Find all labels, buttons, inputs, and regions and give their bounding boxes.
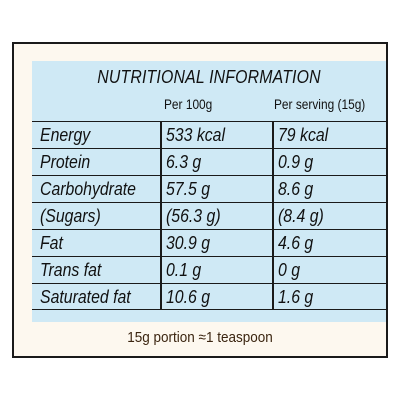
table-row: (Sugars) (56.3 g) (8.4 g)	[32, 202, 386, 229]
per-serving-value: (8.4 g)	[278, 206, 324, 226]
nutrient-grid: Energy 533 kcal 79 kcal Protein 6.3 g 0.…	[32, 121, 386, 311]
portion-note: 15g portion ≈1 teaspoon	[127, 329, 273, 346]
nutrient-label: Protein	[40, 152, 91, 172]
per-100g-value: 10.6 g	[166, 287, 211, 307]
column-header-per-100g: Per 100g	[164, 96, 213, 112]
per-serving-value: 79 kcal	[278, 125, 329, 145]
table-row: Saturated fat 10.6 g 1.6 g	[32, 283, 386, 310]
nutrient-label: Carbohydrate	[40, 179, 136, 199]
per-100g-value: (56.3 g)	[166, 206, 221, 226]
table-title: NUTRITIONAL INFORMATION	[97, 67, 321, 87]
per-100g-value: 30.9 g	[166, 233, 211, 253]
column-header-per-serving: Per serving (15g)	[274, 96, 366, 112]
nutrient-label: Saturated fat	[40, 287, 131, 307]
table-row: Trans fat 0.1 g 0 g	[32, 256, 386, 283]
per-serving-value: 8.6 g	[278, 179, 314, 199]
per-serving-value: 0 g	[278, 260, 301, 280]
nutrient-label: Energy	[40, 125, 91, 145]
per-serving-value: 0.9 g	[278, 152, 314, 172]
per-serving-value: 4.6 g	[278, 233, 314, 253]
per-100g-value: 0.1 g	[166, 260, 202, 280]
per-100g-value: 6.3 g	[166, 152, 202, 172]
nutrient-label: (Sugars)	[40, 206, 101, 226]
nutrition-table-panel: NUTRITIONAL INFORMATION Per 100g Per ser…	[32, 61, 386, 322]
table-row: Energy 533 kcal 79 kcal	[32, 121, 386, 148]
nutrient-label: Trans fat	[40, 260, 102, 280]
per-serving-value: 1.6 g	[278, 287, 314, 307]
per-100g-value: 57.5 g	[166, 179, 211, 199]
column-divider	[272, 121, 274, 310]
table-row: Protein 6.3 g 0.9 g	[32, 148, 386, 175]
nutrient-label: Fat	[40, 233, 63, 253]
per-100g-value: 533 kcal	[166, 125, 226, 145]
table-row: Carbohydrate 57.5 g 8.6 g	[32, 175, 386, 202]
table-row: Fat 30.9 g 4.6 g	[32, 229, 386, 256]
column-divider	[160, 121, 162, 310]
nutrition-label: NUTRITIONAL INFORMATION Per 100g Per ser…	[12, 42, 388, 358]
